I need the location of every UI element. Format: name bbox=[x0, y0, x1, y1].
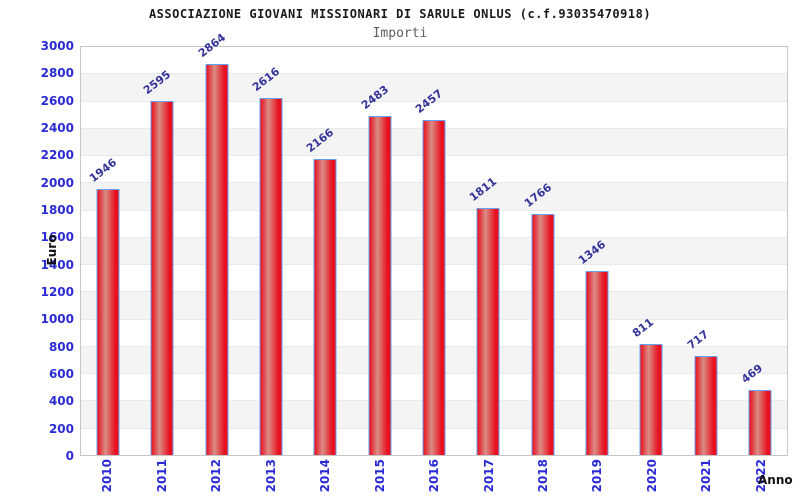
x-slot-2014: 2014 bbox=[298, 459, 352, 499]
x-tick-label-2014: 2014 bbox=[318, 459, 333, 493]
bar-slot-2017: 1811 bbox=[461, 47, 515, 455]
x-slot-2021: 2021 bbox=[679, 459, 733, 499]
bar-2015 bbox=[368, 116, 392, 455]
bar-2012 bbox=[205, 64, 229, 455]
bar-2020 bbox=[639, 344, 663, 455]
plot-area: 1946 2595 2864 2616 2166 2483 2457 1811 1766 1346… bbox=[80, 31, 788, 456]
x-slot-2015: 2015 bbox=[352, 459, 406, 499]
bar-2019 bbox=[585, 271, 609, 455]
x-slot-2013: 2013 bbox=[243, 459, 297, 499]
grid-band bbox=[81, 100, 787, 128]
bar-slot-2010: 1946 bbox=[81, 47, 135, 455]
y-tick-label-0: 0 bbox=[65, 449, 74, 463]
bar-value-label-2017: 1811 bbox=[467, 174, 500, 204]
bar-2022 bbox=[748, 390, 772, 455]
x-slot-2018: 2018 bbox=[516, 459, 570, 499]
bar-slot-2016: 2457 bbox=[407, 47, 461, 455]
bar-value-label-2016: 2457 bbox=[413, 86, 446, 116]
x-tick-label-2021: 2021 bbox=[699, 459, 714, 493]
grid-band bbox=[81, 73, 787, 101]
bar-value-label-2013: 2616 bbox=[250, 64, 283, 94]
bar-slot-2015: 2483 bbox=[353, 47, 407, 455]
x-axis-title: Anno bbox=[758, 473, 793, 487]
bar-slot-2013: 2616 bbox=[244, 47, 298, 455]
bar-2021 bbox=[694, 356, 718, 455]
y-tick-label-1400: 1400 bbox=[40, 257, 74, 272]
bar-slot-2012: 2864 bbox=[190, 31, 244, 455]
bar-2013 bbox=[259, 98, 283, 455]
bar-slot-2022: 469 bbox=[733, 47, 787, 455]
bar-value-label-2021: 717 bbox=[684, 327, 711, 352]
y-tick-label-200: 200 bbox=[48, 421, 74, 436]
x-tick-label-2013: 2013 bbox=[263, 459, 278, 493]
y-tick-label-800: 800 bbox=[48, 339, 74, 354]
bar-value-label-2011: 2595 bbox=[141, 67, 174, 97]
y-tick-label-1600: 1600 bbox=[40, 230, 74, 245]
x-slot-2012: 2012 bbox=[189, 459, 243, 499]
y-tick-label-1800: 1800 bbox=[40, 203, 74, 217]
bar-value-label-2010: 1946 bbox=[87, 155, 120, 185]
bar-slot-2018: 1766 bbox=[516, 47, 570, 455]
bar-value-label-2022: 469 bbox=[738, 361, 766, 386]
bar-value-label-2015: 2483 bbox=[358, 82, 391, 112]
y-tick-label-2800: 2800 bbox=[40, 66, 74, 81]
y-tick-label-2000: 2000 bbox=[40, 175, 74, 190]
bar-value-label-2014: 2166 bbox=[304, 125, 337, 155]
x-slot-2010: 2010 bbox=[80, 459, 134, 499]
bar-2018 bbox=[531, 214, 555, 455]
x-tick-label-2020: 2020 bbox=[644, 459, 659, 493]
x-tick-label-2016: 2016 bbox=[427, 459, 442, 493]
bar-slot-2014: 2166 bbox=[298, 47, 352, 455]
bar-value-label-2019: 1346 bbox=[575, 237, 609, 267]
x-tick-label-2011: 2011 bbox=[154, 459, 169, 493]
y-tick-label-3000: 3000 bbox=[40, 39, 74, 53]
x-slot-2017: 2017 bbox=[461, 459, 515, 499]
bar-slot-2019: 1346 bbox=[570, 47, 624, 455]
y-tick-label-600: 600 bbox=[48, 367, 74, 381]
bar-slot-2021: 717 bbox=[678, 47, 732, 455]
x-slot-2016: 2016 bbox=[407, 459, 461, 499]
x-slot-2011: 2011 bbox=[134, 459, 188, 499]
x-tick-label-2015: 2015 bbox=[372, 459, 387, 493]
x-tick-label-2010: 2010 bbox=[100, 459, 115, 493]
y-tick-label-2600: 2600 bbox=[40, 93, 74, 108]
x-tick-label-2017: 2017 bbox=[481, 459, 496, 493]
x-slot-2019: 2019 bbox=[570, 459, 624, 499]
x-tick-label-2018: 2018 bbox=[535, 459, 550, 493]
bar-slot-2011: 2595 bbox=[135, 47, 189, 455]
bar-value-label-2020: 811 bbox=[630, 315, 657, 340]
bar-2010 bbox=[96, 189, 120, 455]
bar-2014 bbox=[313, 159, 337, 455]
chart-subtitle: Importi bbox=[372, 26, 428, 41]
bar-value-label-2018: 1766 bbox=[521, 180, 554, 210]
bar-2017 bbox=[476, 208, 500, 455]
chart-title: ASSOCIAZIONE GIOVANI MISSIONARI DI SARUL… bbox=[148, 7, 652, 21]
y-tick-label-400: 400 bbox=[48, 394, 74, 409]
bar-slot-2020: 811 bbox=[624, 47, 678, 455]
y-axis-title: Euro bbox=[45, 234, 59, 266]
y-tick-label-2400: 2400 bbox=[40, 121, 74, 135]
x-axis: 2010 2011 2012 2013 2014 2015 2016 2017 2018 2019… bbox=[80, 459, 788, 499]
y-tick-label-1000: 1000 bbox=[40, 312, 74, 327]
y-tick-label-2200: 2200 bbox=[40, 148, 74, 163]
bar-2011 bbox=[150, 101, 174, 455]
bars-layer: 1946 2595 2864 2616 2166 2483 2457 1811 1766 1346… bbox=[81, 31, 787, 455]
x-tick-label-2012: 2012 bbox=[209, 459, 224, 493]
y-axis: 0 200 400 600 800 1000 1200 1400 1600 1800 2000 220… bbox=[0, 39, 74, 463]
bar-2016 bbox=[422, 120, 446, 455]
x-slot-2020: 2020 bbox=[625, 459, 679, 499]
x-tick-label-2019: 2019 bbox=[590, 459, 605, 493]
y-tick-label-1200: 1200 bbox=[40, 285, 74, 299]
